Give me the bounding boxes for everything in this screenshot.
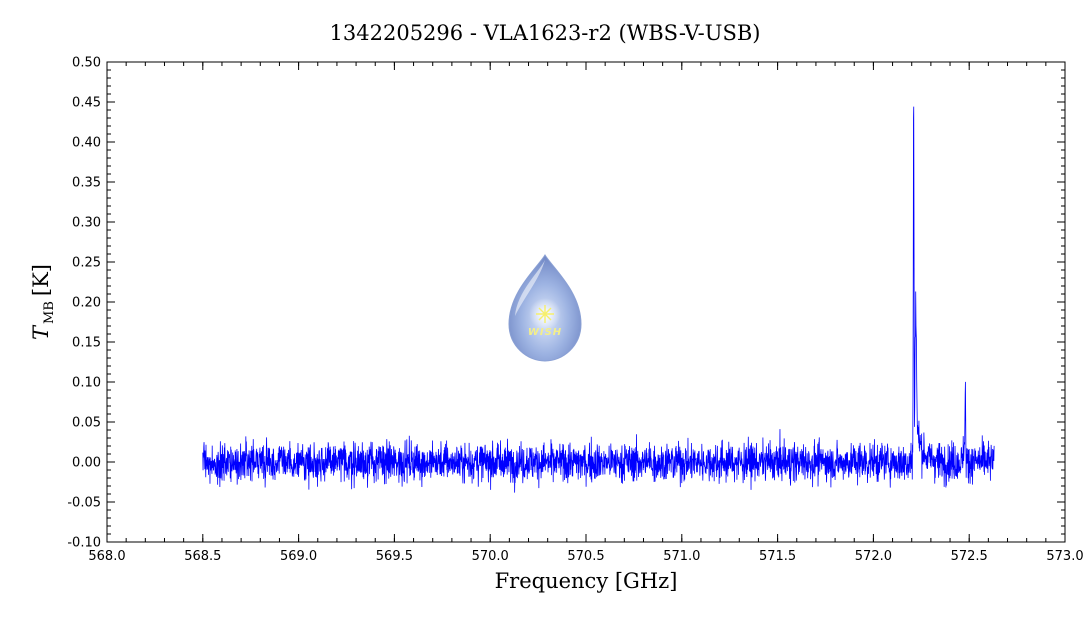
x-tick-label: 570.0 bbox=[472, 549, 509, 564]
x-tick-label: 571.0 bbox=[663, 549, 700, 564]
y-tick-label: 0.45 bbox=[72, 96, 101, 111]
x-tick-label: 568.0 bbox=[88, 549, 125, 564]
x-tick-labels: 568.0 568.5 569.0 569.5 570.0 570.5 571.0 571.5… bbox=[88, 549, 1083, 564]
svg-text:TMB[K]: TMB [K] bbox=[29, 264, 57, 340]
y-axis-label-sub: MB bbox=[42, 301, 57, 324]
y-tick-label: -0.10 bbox=[67, 536, 101, 551]
y-tick-label: 0.40 bbox=[72, 136, 101, 151]
y-tick-labels: -0.10 -0.05 0.00 0.05 0.10 0.15 0.20 0.25 0.30 0.… bbox=[67, 56, 101, 551]
x-tick-label: 569.0 bbox=[280, 549, 317, 564]
y-tick-label: 0.50 bbox=[72, 56, 101, 71]
y-tick-label: 0.30 bbox=[72, 216, 101, 231]
x-tick-label: 572.0 bbox=[855, 549, 892, 564]
y-axis-label-main: T bbox=[29, 324, 53, 340]
x-tick-label: 573.0 bbox=[1046, 549, 1083, 564]
plot-frame bbox=[106, 61, 1066, 543]
x-tick-label: 569.5 bbox=[376, 549, 413, 564]
x-tick-label: 568.5 bbox=[184, 549, 221, 564]
y-tick-label: 0.05 bbox=[72, 416, 101, 431]
x-axis-label: Frequency [GHz] bbox=[495, 569, 678, 593]
y-tick-label: 0.00 bbox=[72, 456, 101, 471]
y-tick-label: 0.20 bbox=[72, 296, 101, 311]
y-tick-label: 0.35 bbox=[72, 176, 101, 191]
y-tick-label: 0.25 bbox=[72, 256, 101, 271]
y-tick-label: -0.05 bbox=[67, 496, 101, 511]
y-tick-label: 0.10 bbox=[72, 376, 101, 391]
star-icon bbox=[536, 305, 554, 323]
y-tick-label: 0.15 bbox=[72, 336, 101, 351]
x-tick-label: 571.5 bbox=[759, 549, 796, 564]
wish-logo: WISH bbox=[508, 254, 582, 362]
y-axis-label: TMB [K] bbox=[29, 264, 57, 340]
y-axis-label-unit: [K] bbox=[29, 264, 53, 296]
chart-title: 1342205296 - VLA1623-r2 (WBS-V-USB) bbox=[330, 21, 761, 45]
x-tick-label: 572.5 bbox=[951, 549, 988, 564]
logo-text: WISH bbox=[528, 327, 562, 338]
spectrum-series-line bbox=[202, 106, 995, 493]
x-tick-label: 570.5 bbox=[567, 549, 604, 564]
